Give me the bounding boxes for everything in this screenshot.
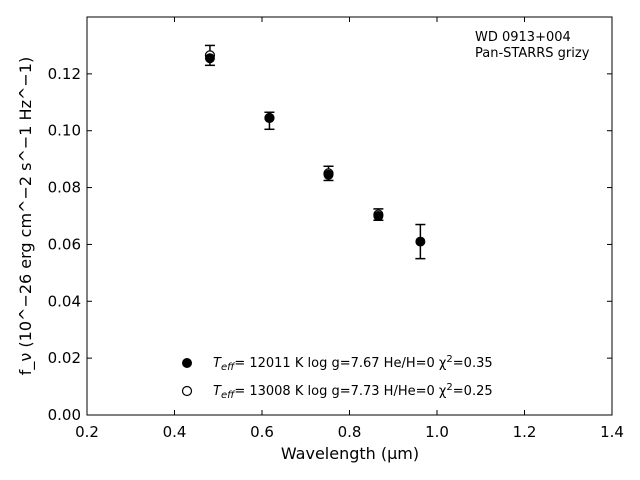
y-tick-label: 0.00 [48, 406, 81, 424]
legend-label-2: Teff= 13008 K log g=7.73 H/He=0 χ2=0.25 [213, 382, 493, 401]
legend-label-1: Teff= 12011 K log g=7.67 He/H=0 χ2=0.35 [213, 354, 493, 373]
point-filled [323, 169, 334, 180]
x-tick-label: 1.2 [513, 423, 537, 441]
point-filled [204, 53, 215, 64]
y-tick-label: 0.04 [48, 292, 81, 310]
x-tick-label: 0.4 [163, 423, 187, 441]
annotation-object: WD 0913+004 [475, 30, 571, 45]
x-tick-label: 0.8 [338, 423, 362, 441]
y-tick-label: 0.06 [48, 235, 81, 253]
y-axis-label: f_ν (10^−26 erg cm^−2 s^−1 Hz^−1) [16, 57, 36, 375]
y-tick-label: 0.08 [48, 179, 81, 197]
y-tick-label: 0.02 [48, 349, 81, 367]
y-tick-label: 0.10 [48, 122, 81, 140]
annotation-survey: Pan-STARRS grizy [475, 46, 590, 61]
legend-marker-filled [182, 358, 192, 368]
x-axis-label: Wavelength (μm) [281, 444, 419, 463]
x-tick-label: 1.0 [425, 423, 449, 441]
x-tick-label: 0.6 [250, 423, 274, 441]
plot-area [86, 16, 613, 416]
y-tick-label: 0.12 [48, 65, 81, 83]
legend: Teff= 12011 K log g=7.67 He/H=0 χ2=0.35 … [181, 354, 493, 401]
x-tick-label: 0.2 [75, 423, 99, 441]
x-tick-label: 1.4 [600, 423, 624, 441]
point-filled [373, 211, 384, 221]
axis-ticks: 0.2 0.4 0.6 0.8 1.0 1.2 1.4 0.00 0.02 0.04 0.06 0.0… [48, 17, 624, 441]
point-filled [264, 112, 275, 123]
point-filled [415, 236, 426, 247]
legend-marker-open [181, 385, 193, 397]
data-points [204, 50, 426, 247]
